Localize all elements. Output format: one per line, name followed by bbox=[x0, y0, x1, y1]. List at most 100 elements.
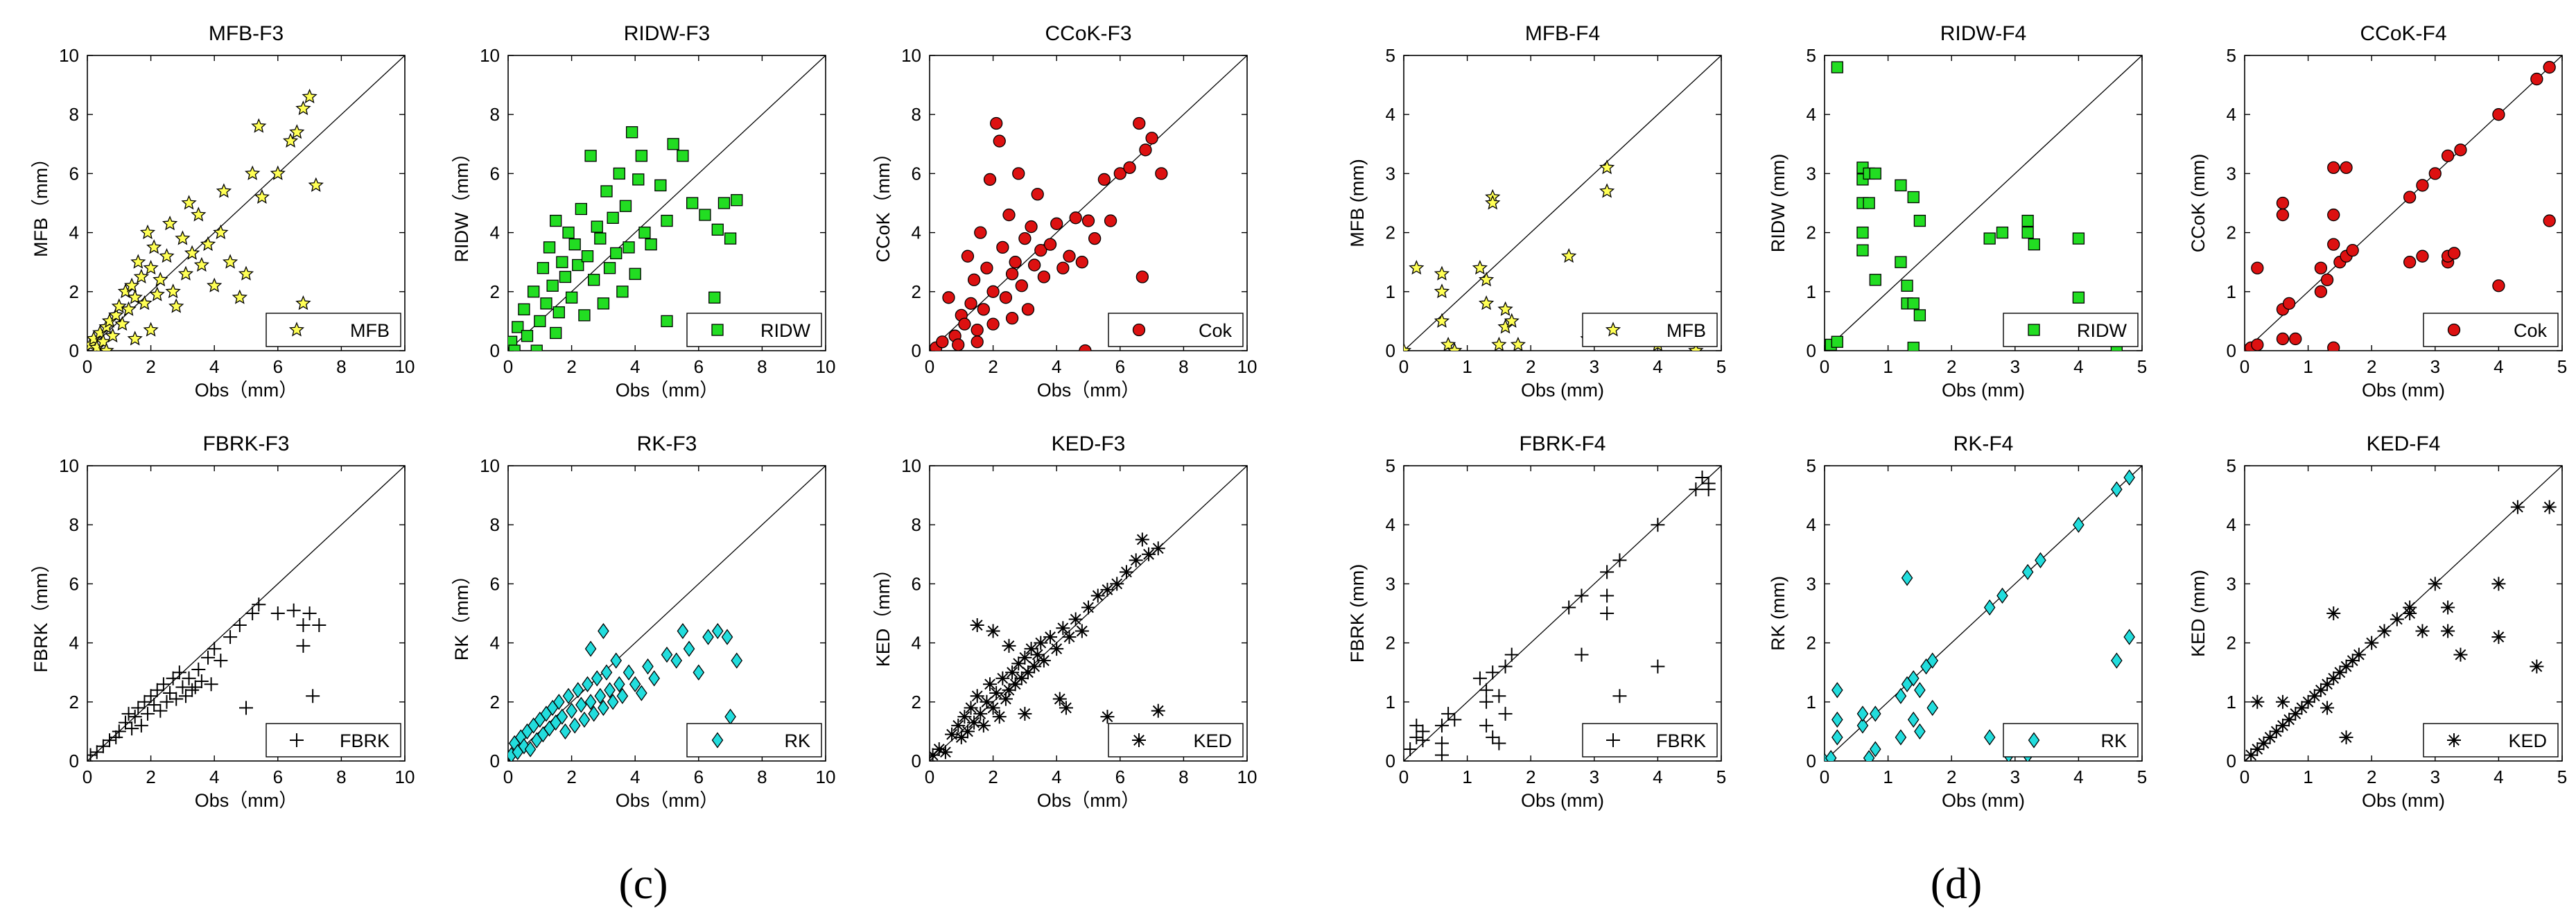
chart-title: MFB-F4 bbox=[1525, 22, 1600, 45]
data-point bbox=[1005, 268, 1019, 281]
data-point bbox=[600, 185, 613, 198]
data-point bbox=[600, 664, 613, 681]
data-point bbox=[213, 224, 229, 240]
data-point bbox=[2072, 291, 2085, 304]
x-tick-label: 6 bbox=[273, 356, 283, 377]
data-point bbox=[572, 682, 584, 699]
chart-rk-f3: 0 2 4 6 8 10 0 2 4 6 8 10 RK-F3 Obs（mm） RK（mm） RK bbox=[451, 432, 835, 811]
x-tick-label: 6 bbox=[1115, 767, 1125, 787]
y-axis-label: RK (mm) bbox=[1768, 576, 1789, 651]
data-point bbox=[2072, 232, 2085, 245]
data-point bbox=[1863, 197, 1875, 209]
x-tick-label: 1 bbox=[1462, 767, 1472, 787]
data-point bbox=[642, 658, 654, 675]
y-tick-label: 4 bbox=[69, 633, 79, 654]
data-point bbox=[1155, 167, 1168, 180]
y-tick-label: 3 bbox=[2227, 573, 2236, 594]
data-point bbox=[1119, 565, 1133, 579]
data-point bbox=[960, 724, 975, 739]
data-point bbox=[143, 259, 159, 275]
x-axis-label: Obs (mm) bbox=[1942, 790, 2025, 811]
x-tick-label: 4 bbox=[1052, 767, 1061, 787]
data-point bbox=[635, 150, 648, 162]
data-point bbox=[594, 688, 607, 704]
data-point bbox=[568, 717, 581, 734]
x-tick-label: 2 bbox=[146, 356, 155, 377]
reference-line-1to1 bbox=[1403, 465, 1722, 762]
data-point bbox=[629, 268, 641, 280]
data-point bbox=[124, 277, 140, 292]
data-point bbox=[578, 309, 591, 322]
y-tick-label: 2 bbox=[2227, 633, 2236, 654]
data-point bbox=[721, 629, 733, 645]
y-tick-label: 2 bbox=[1386, 222, 1395, 243]
y-tick-label: 10 bbox=[480, 455, 500, 476]
data-point bbox=[1129, 553, 1143, 568]
legend-box bbox=[1108, 723, 1244, 758]
y-tick-label: 4 bbox=[1807, 104, 1816, 125]
x-tick-label: 6 bbox=[694, 356, 704, 377]
chart-title: KED-F4 bbox=[2367, 432, 2441, 455]
data-point bbox=[1145, 132, 1158, 145]
data-point bbox=[2327, 238, 2340, 251]
data-point bbox=[976, 718, 991, 733]
data-point bbox=[2340, 161, 2353, 175]
data-point bbox=[1133, 116, 1146, 130]
data-point bbox=[306, 689, 320, 703]
data-point bbox=[1478, 295, 1495, 310]
data-point bbox=[566, 702, 577, 719]
data-point bbox=[1856, 226, 1869, 239]
data-point bbox=[693, 664, 705, 681]
y-tick-label: 6 bbox=[490, 573, 500, 594]
data-point bbox=[2345, 654, 2360, 668]
data-point bbox=[204, 677, 218, 692]
data-point bbox=[1005, 665, 1020, 680]
x-tick-label: 0 bbox=[503, 767, 513, 787]
data-point bbox=[2269, 724, 2283, 739]
data-point bbox=[207, 642, 222, 656]
x-tick-label: 2 bbox=[988, 356, 998, 377]
x-tick-label: 5 bbox=[2137, 356, 2147, 377]
chart-ked-f3: 0 2 4 6 8 10 0 2 4 6 8 10 KED-F3 Obs（mm） KED（mm） KED bbox=[873, 432, 1257, 811]
data-point bbox=[999, 291, 1013, 304]
x-tick-label: 3 bbox=[2430, 356, 2440, 377]
data-point bbox=[1441, 706, 1456, 721]
data-point bbox=[89, 745, 104, 760]
data-point bbox=[239, 701, 253, 715]
data-point bbox=[648, 670, 660, 687]
data-point bbox=[1036, 654, 1051, 668]
legend-label: RIDW bbox=[760, 320, 810, 341]
data-point bbox=[1018, 706, 1032, 721]
data-point bbox=[2428, 577, 2442, 591]
y-axis-label: MFB (mm) bbox=[1347, 159, 1368, 247]
data-point bbox=[168, 298, 184, 313]
data-point bbox=[1491, 336, 1507, 351]
x-axis-label: Obs (mm) bbox=[2362, 380, 2445, 401]
data-point bbox=[1497, 301, 1513, 316]
data-point bbox=[143, 322, 159, 337]
data-point bbox=[133, 268, 150, 283]
data-point bbox=[1856, 717, 1869, 734]
data-point bbox=[1689, 482, 1703, 497]
data-point bbox=[175, 680, 190, 694]
data-point bbox=[1074, 624, 1089, 638]
data-point bbox=[2307, 689, 2322, 703]
data-point bbox=[295, 100, 311, 116]
data-point bbox=[1856, 244, 1869, 256]
data-point bbox=[1031, 188, 1044, 201]
x-tick-label: 8 bbox=[336, 767, 346, 787]
data-point bbox=[302, 606, 317, 620]
y-tick-label: 4 bbox=[912, 222, 921, 243]
y-axis-label: MFB（mm） bbox=[31, 149, 51, 257]
data-point bbox=[1135, 532, 1149, 547]
data-point bbox=[562, 226, 575, 239]
data-point bbox=[636, 685, 647, 701]
y-tick-label: 5 bbox=[1386, 455, 1395, 476]
data-point bbox=[2428, 167, 2442, 180]
data-point bbox=[2250, 742, 2265, 756]
legend-marker bbox=[711, 732, 724, 749]
panel-label-c: (c) bbox=[618, 859, 668, 908]
x-tick-label: 8 bbox=[336, 356, 346, 377]
chart-mfb-f3: 0 2 4 6 8 10 0 2 4 6 8 10 MFB-F3 Obs（mm） MFB（mm） MFB bbox=[31, 22, 415, 401]
data-point bbox=[118, 715, 132, 730]
